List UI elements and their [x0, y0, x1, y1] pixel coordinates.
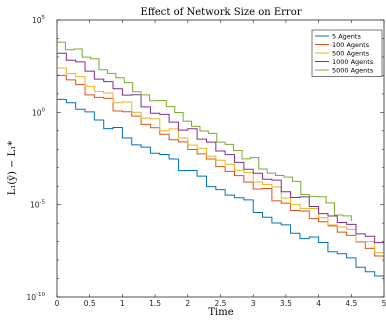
chart-title: Effect of Network Size on Error — [140, 7, 301, 18]
series-line-500-agents — [57, 67, 384, 255]
y-tick-label: 100 — [32, 107, 46, 117]
x-tick-label: 1.5 — [149, 299, 161, 308]
x-tick-label: 1 — [120, 299, 125, 308]
x-tick-label: 3.5 — [280, 299, 292, 308]
series-line-5-agents — [57, 98, 384, 283]
series-line-5000-agents — [57, 41, 352, 222]
legend-label: 5 Agents — [332, 32, 361, 40]
y-tick-label: 105 — [32, 15, 46, 25]
series-line-100-agents — [57, 74, 384, 261]
legend-label: 5000 Agents — [332, 66, 374, 74]
legend-label: 1000 Agents — [332, 58, 374, 66]
x-tick-label: 2 — [185, 299, 190, 308]
x-tick-label: 5 — [382, 299, 386, 308]
x-tick-label: 4 — [316, 299, 321, 308]
x-tick-label: 0 — [55, 299, 60, 308]
plot-area — [57, 41, 384, 283]
legend-label: 100 Agents — [332, 41, 370, 49]
x-tick-label: 2.5 — [215, 299, 227, 308]
x-tick-label: 4.5 — [345, 299, 357, 308]
legend-label: 500 Agents — [332, 49, 370, 57]
y-tick-label: 10-10 — [26, 292, 45, 302]
x-axis-label: Time — [208, 307, 233, 318]
y-axis-label: L₁(ȳ) − L₁* — [7, 141, 18, 196]
y-tick-label: 10-5 — [30, 200, 46, 210]
x-tick-label: 3 — [251, 299, 256, 308]
axes: 0 0.5 1 1.5 2 2.5 3 3.5 4 4.5 5 10-10 10-5 100 105 — [26, 15, 386, 308]
series-line-1000-agents — [57, 52, 384, 251]
x-tick-label: 0.5 — [84, 299, 96, 308]
